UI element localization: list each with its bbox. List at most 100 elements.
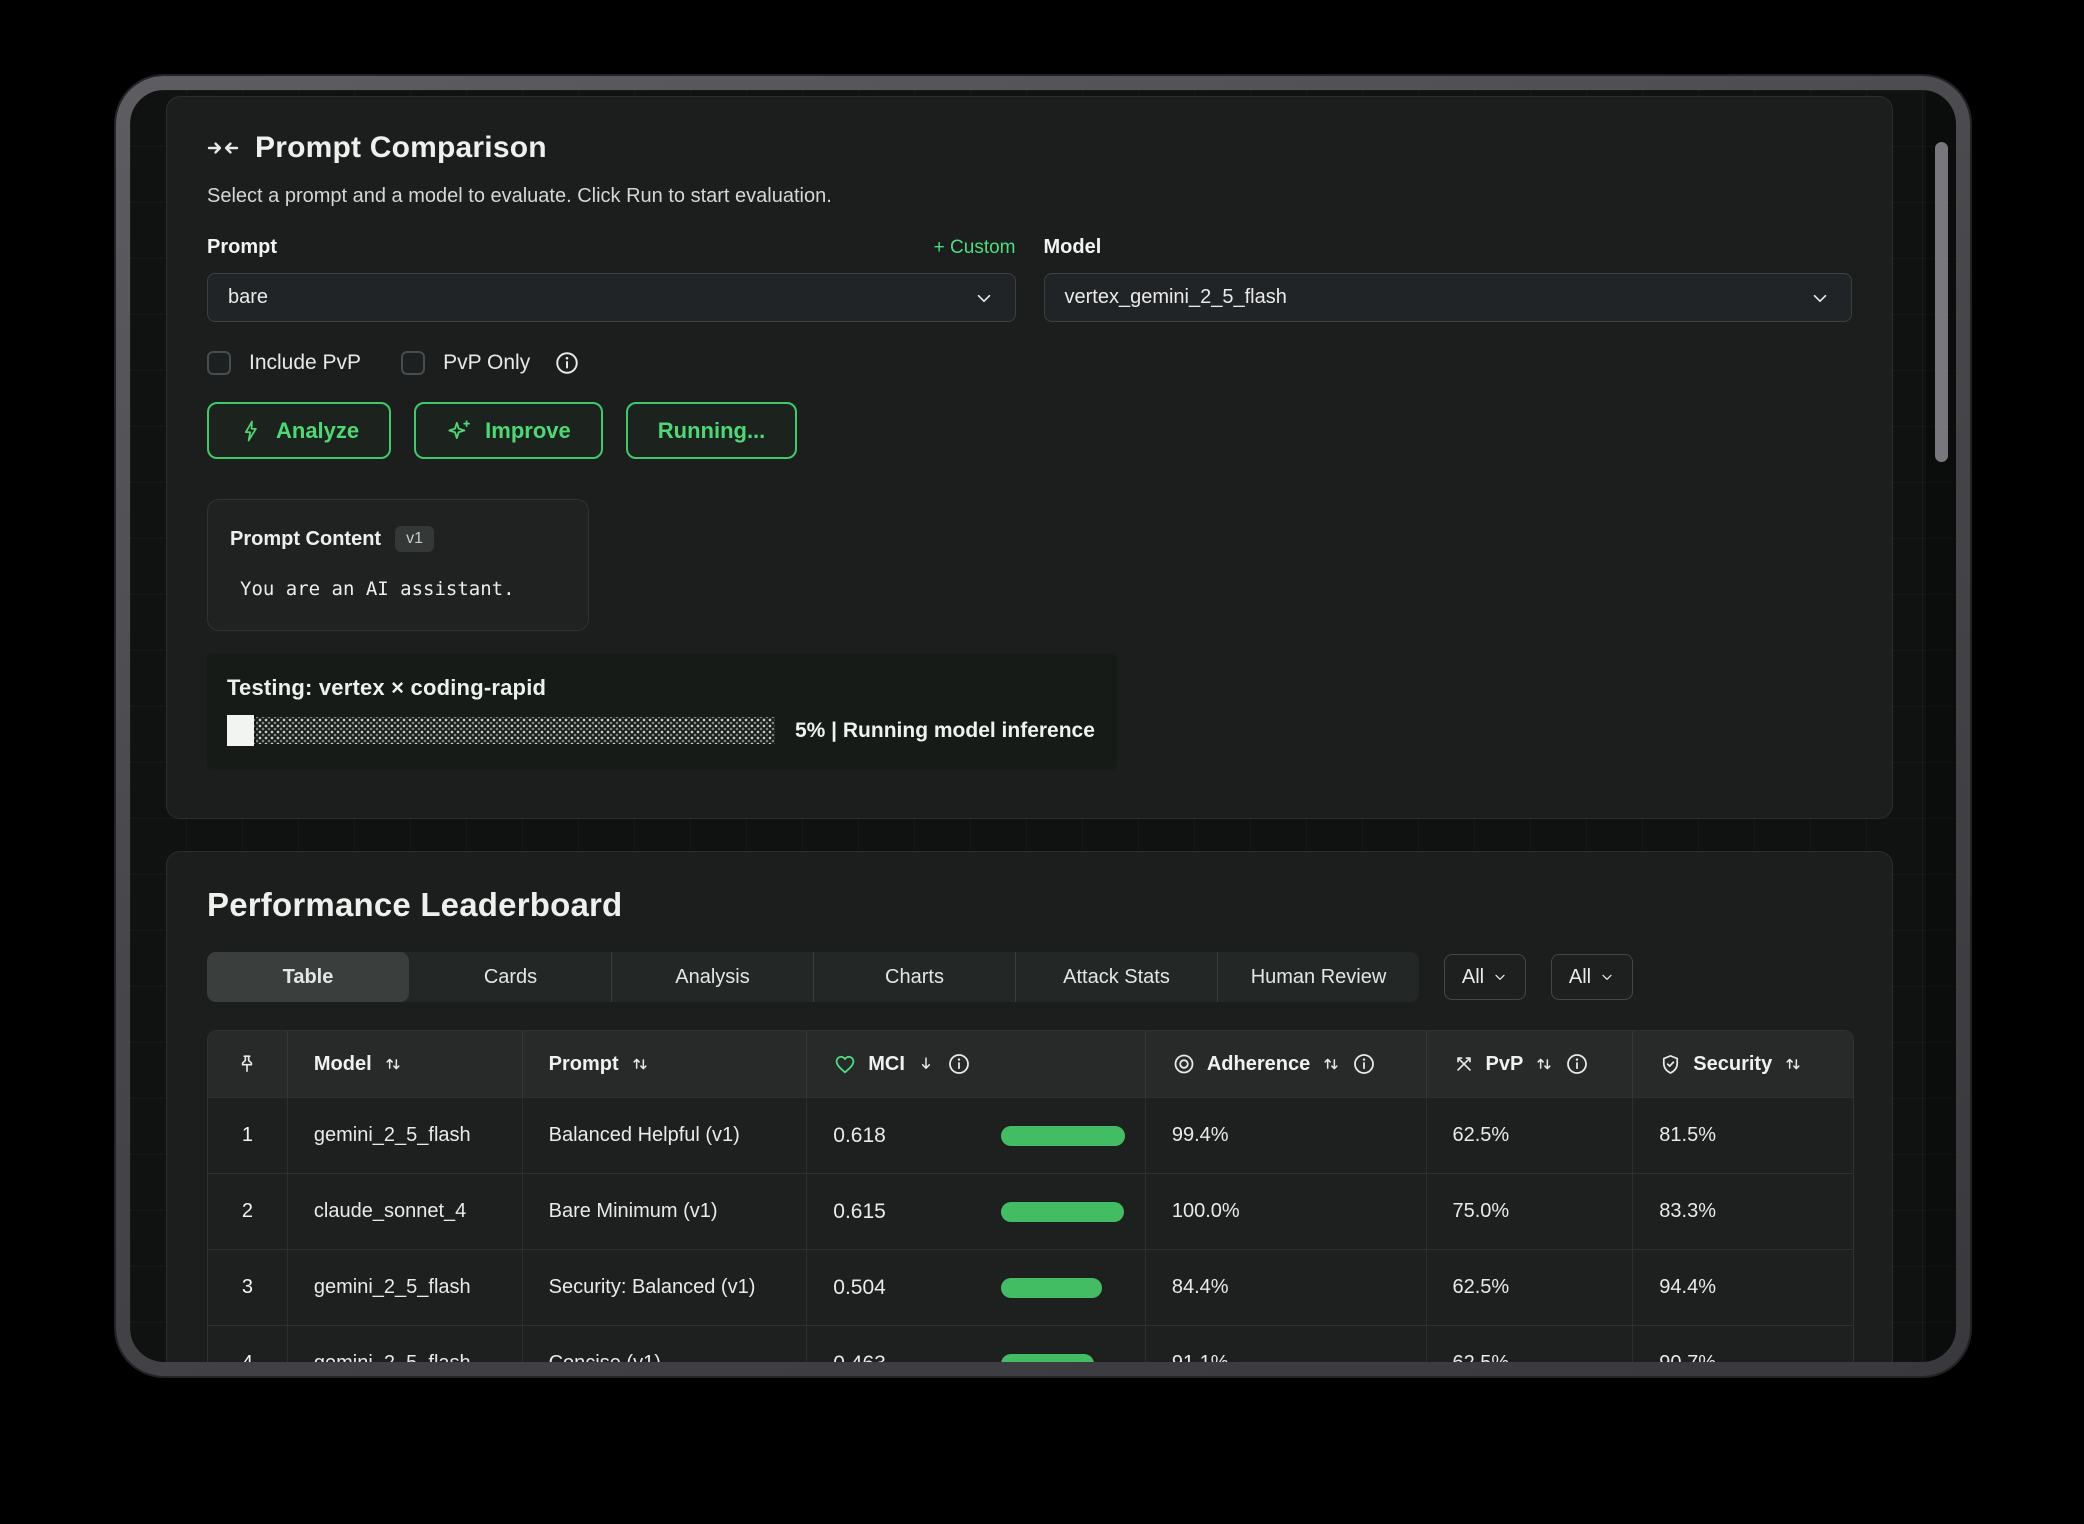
sparkles-icon — [446, 418, 472, 444]
progress-status-text: 5% | Running model inference — [795, 718, 1095, 742]
chevron-down-icon — [1492, 969, 1508, 985]
prompt-select[interactable]: bare — [207, 273, 1016, 322]
table-row[interactable]: 2 claude_sonnet_4 Bare Minimum (v1) 0.615 10… — [208, 1173, 1853, 1249]
scrollbar-track[interactable] — [1926, 90, 1956, 1362]
pvp-only-label: PvP Only — [443, 351, 531, 374]
pvp-cell: 62.5% — [1425, 1326, 1633, 1362]
page-subtitle: Select a prompt and a model to evaluate.… — [207, 185, 832, 207]
leaderboard-title: Performance Leaderboard — [207, 886, 623, 923]
model-cell: gemini_2_5_flash — [286, 1326, 522, 1362]
run-button[interactable]: Running... — [625, 402, 798, 459]
pvp-cell: 75.0% — [1425, 1174, 1633, 1249]
mci-cell: 0.618 — [806, 1098, 1145, 1173]
sort-icon — [1321, 1054, 1341, 1074]
scrollbar-thumb[interactable] — [1935, 142, 1948, 462]
tab-attack-stats[interactable]: Attack Stats — [1015, 952, 1217, 1002]
rank-cell: 1 — [241, 1124, 253, 1146]
security-cell: 83.3% — [1632, 1174, 1853, 1249]
prompt-comparison-card: Prompt Comparison Select a prompt and a … — [166, 96, 1893, 819]
pvp-column-header[interactable]: PvP — [1425, 1031, 1633, 1097]
table-row[interactable]: 4gemini_2_5_flashConcise (v1) 0.463 91.1%6… — [208, 1325, 1853, 1362]
add-custom-prompt-link[interactable]: + Custom — [933, 237, 1016, 258]
table-body: 1 gemini_2_5_flash Balanced Helpful (v1) 0.… — [208, 1097, 1853, 1362]
target-icon — [1172, 1052, 1196, 1076]
table-row[interactable]: 1 gemini_2_5_flash Balanced Helpful (v1) 0.… — [208, 1097, 1853, 1173]
adherence-column-header[interactable]: Adherence — [1144, 1031, 1426, 1097]
model-cell: claude_sonnet_4 — [286, 1174, 522, 1249]
prompt-column-header[interactable]: Prompt — [521, 1031, 807, 1097]
mci-value: 0.463 — [833, 1352, 1001, 1363]
progress-bar — [227, 715, 775, 746]
leaderboard-card: Performance Leaderboard Table Cards Anal… — [166, 851, 1893, 1362]
model-cell: gemini_2_5_flash — [286, 1098, 522, 1173]
rank-cell: 2 — [241, 1200, 253, 1222]
mci-bar — [1001, 1201, 1125, 1222]
info-icon[interactable] — [1565, 1052, 1589, 1076]
filter-select-2[interactable]: All — [1551, 954, 1633, 1000]
rank-cell: 3 — [241, 1276, 253, 1298]
page-title: Prompt Comparison — [255, 131, 547, 164]
testing-title: Testing: vertex × coding-rapid — [227, 675, 547, 700]
table-row[interactable]: 3 gemini_2_5_flash Security: Balanced (v1)… — [208, 1249, 1853, 1325]
shield-check-icon — [1659, 1053, 1682, 1076]
prompt-cell: Concise (v1) — [521, 1326, 807, 1362]
chevron-down-icon — [973, 287, 995, 309]
progress-bar-fill — [227, 715, 255, 746]
lightning-icon — [239, 419, 263, 443]
analyze-button[interactable]: Analyze — [207, 402, 392, 459]
model-select[interactable]: vertex_gemini_2_5_flash — [1043, 273, 1852, 322]
pvp-only-checkbox[interactable] — [401, 351, 426, 375]
mci-value: 0.618 — [833, 1123, 886, 1147]
version-badge: v1 — [395, 526, 434, 552]
security-cell: 90.7% — [1632, 1326, 1853, 1362]
tab-human-review[interactable]: Human Review — [1217, 952, 1419, 1002]
model-cell: gemini_2_5_flash — [286, 1250, 522, 1325]
include-pvp-label: Include PvP — [249, 351, 362, 374]
prompt-cell: Security: Balanced (v1) — [521, 1250, 807, 1325]
prompt-label: Prompt — [207, 236, 277, 258]
mci-cell: 0.615 — [806, 1174, 1145, 1249]
mci-bar — [1001, 1353, 1095, 1362]
pvp-cell: 62.5% — [1425, 1098, 1633, 1173]
tab-analysis[interactable]: Analysis — [611, 952, 813, 1002]
pin-column-header[interactable] — [208, 1031, 287, 1097]
include-pvp-checkbox[interactable] — [207, 351, 231, 375]
info-icon[interactable] — [1352, 1052, 1376, 1076]
filter-select-1[interactable]: All — [1444, 954, 1526, 1000]
prompt-cell: Bare Minimum (v1) — [521, 1174, 807, 1249]
model-select-value: vertex_gemini_2_5_flash — [1064, 286, 1287, 308]
security-cell: 81.5% — [1632, 1098, 1853, 1173]
mci-column-header[interactable]: MCI — [806, 1031, 1145, 1097]
security-cell: 94.4% — [1632, 1250, 1853, 1325]
mci-value: 0.615 — [833, 1199, 886, 1223]
model-column-header[interactable]: Model — [286, 1031, 522, 1097]
security-column-header[interactable]: Security — [1632, 1031, 1853, 1097]
tab-bar: Table Cards Analysis Charts Attack Stats… — [207, 952, 1419, 1002]
sort-icon — [1783, 1054, 1803, 1074]
tab-cards[interactable]: Cards — [483, 965, 538, 988]
chevron-down-icon — [1599, 969, 1615, 985]
pin-icon — [236, 1053, 258, 1075]
app-screen: Prompt Comparison Select a prompt and a … — [130, 90, 1956, 1362]
tab-charts[interactable]: Charts — [813, 952, 1015, 1002]
model-label: Model — [1043, 236, 1102, 258]
testing-progress-panel: Testing: vertex × coding-rapid 5% | Runn… — [207, 653, 1117, 770]
improve-button[interactable]: Improve — [414, 402, 603, 459]
sort-icon — [630, 1054, 650, 1074]
adherence-cell: 84.4% — [1144, 1250, 1426, 1325]
sort-icon — [1534, 1054, 1554, 1074]
info-icon[interactable] — [947, 1052, 971, 1076]
prompt-content-text: You are an AI assistant. — [240, 578, 515, 600]
mci-bar — [1001, 1277, 1103, 1298]
heart-icon — [833, 1052, 857, 1076]
prompt-content-title: Prompt Content — [230, 527, 382, 550]
tab-table[interactable]: Table — [207, 952, 409, 1002]
table-header-row: Model Prompt — [208, 1031, 1853, 1097]
pvp-info-icon[interactable] — [554, 350, 580, 376]
crossed-swords-icon — [1453, 1053, 1475, 1075]
adherence-cell: 99.4% — [1144, 1098, 1426, 1173]
chevron-down-icon — [1809, 287, 1831, 309]
device-frame: Prompt Comparison Select a prompt and a … — [116, 76, 1970, 1376]
prompt-content-card: Prompt Content v1 You are an AI assistan… — [207, 499, 589, 631]
sort-icon — [383, 1054, 403, 1074]
